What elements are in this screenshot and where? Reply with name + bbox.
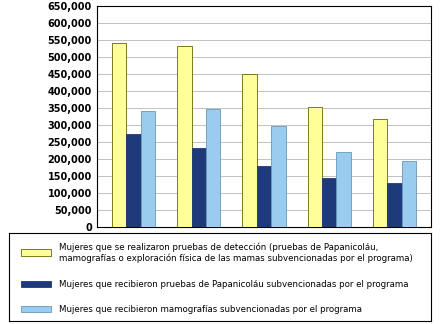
Bar — [271, 126, 286, 227]
Bar — [242, 74, 257, 227]
Bar — [191, 148, 206, 227]
Bar — [112, 42, 126, 227]
Text: Mujeres que se realizaron pruebas de detección (pruebas de Papanicoláu,
mamograf: Mujeres que se realizaron pruebas de det… — [59, 242, 413, 263]
Text: Mujeres que recibieron pruebas de Papanicoláu subvencionadas por el programa: Mujeres que recibieron pruebas de Papani… — [59, 280, 409, 288]
Bar — [22, 249, 51, 256]
Bar — [126, 134, 141, 227]
Bar — [387, 183, 402, 227]
Bar — [22, 306, 51, 312]
Bar — [337, 152, 351, 227]
Bar — [308, 107, 322, 227]
Bar — [322, 178, 337, 227]
Bar — [402, 161, 416, 227]
Bar — [257, 166, 271, 227]
Bar — [206, 109, 220, 227]
Bar — [141, 111, 155, 227]
Bar — [177, 46, 191, 227]
Text: Mujeres que recibieron mamografías subvencionadas por el programa: Mujeres que recibieron mamografías subve… — [59, 305, 363, 314]
Bar — [373, 119, 387, 227]
Bar — [22, 281, 51, 287]
